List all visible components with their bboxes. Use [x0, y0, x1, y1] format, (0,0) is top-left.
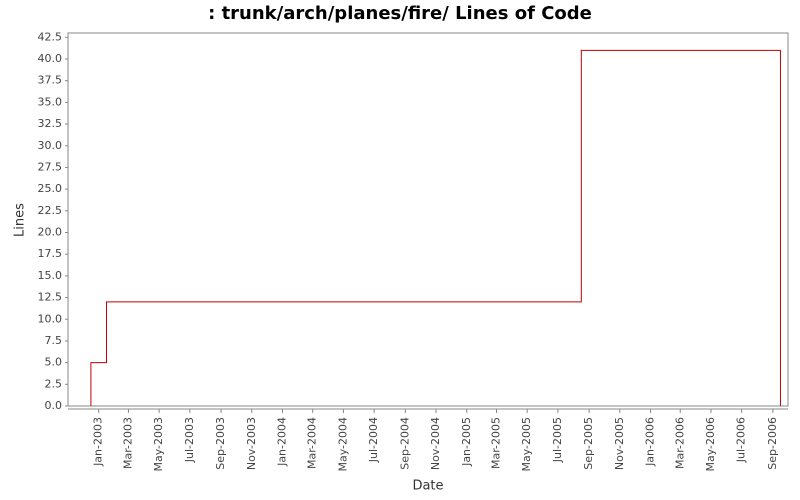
x-tick-label: Mar-2005 [489, 417, 502, 469]
x-tick-label: Mar-2003 [121, 417, 134, 469]
y-axis-title: Lines [13, 203, 28, 237]
y-tick-label: 7.5 [45, 334, 63, 347]
x-tick-label: Sep-2003 [214, 417, 227, 470]
x-tick-label: Nov-2003 [245, 417, 258, 470]
y-tick-label: 12.5 [38, 291, 63, 304]
y-tick-label: 37.5 [38, 74, 63, 87]
y-tick-label: 5.0 [45, 356, 63, 369]
x-tick-label: Jul-2004 [367, 417, 380, 463]
y-tick-label: 2.5 [45, 377, 63, 390]
y-tick-label: 22.5 [38, 204, 63, 217]
x-tick-label: Jan-2005 [460, 417, 473, 467]
y-tick-label: 15.0 [38, 269, 63, 282]
x-tick-label: Sep-2006 [766, 417, 779, 470]
y-tick-label: 27.5 [38, 160, 63, 173]
y-tick-label: 40.0 [38, 52, 63, 65]
y-tick-label: 42.5 [38, 30, 63, 43]
x-tick-label: Mar-2004 [306, 417, 319, 469]
y-tick-label: 35.0 [38, 95, 63, 108]
x-tick-label: Sep-2005 [582, 417, 595, 470]
step-line [90, 49, 781, 406]
x-axis-title: Date [412, 479, 443, 494]
y-tick-label: 10.0 [38, 312, 63, 325]
y-tick-label: 17.5 [38, 247, 63, 260]
x-tick-label: May-2005 [520, 417, 533, 472]
x-tick-label: Jan-2006 [644, 417, 657, 467]
x-tick-label: Jan-2004 [275, 417, 288, 467]
y-tick-label: 25.0 [38, 182, 63, 195]
chart-title: : trunk/arch/planes/fire/ Lines of Code [208, 3, 592, 24]
x-tick-label: Nov-2005 [613, 417, 626, 470]
plot-area [67, 32, 789, 407]
x-tick-label: Sep-2004 [398, 417, 411, 470]
x-tick-label: Jan-2003 [92, 417, 105, 467]
y-tick-label: 20.0 [38, 226, 63, 239]
y-tick-label: 32.5 [38, 117, 63, 130]
x-tick-label: May-2006 [704, 417, 717, 472]
x-tick-label: Nov-2004 [429, 417, 442, 470]
y-tick-label: 0.0 [45, 399, 63, 412]
x-tick-label: Jul-2006 [735, 417, 748, 463]
x-tick-label: Jul-2003 [183, 417, 196, 463]
x-tick-label: May-2004 [336, 417, 349, 472]
x-tick-label: Mar-2006 [673, 417, 686, 469]
y-tick-label: 30.0 [38, 139, 63, 152]
x-tick-label: Jul-2005 [551, 417, 564, 463]
x-tick-label: May-2003 [152, 417, 165, 472]
